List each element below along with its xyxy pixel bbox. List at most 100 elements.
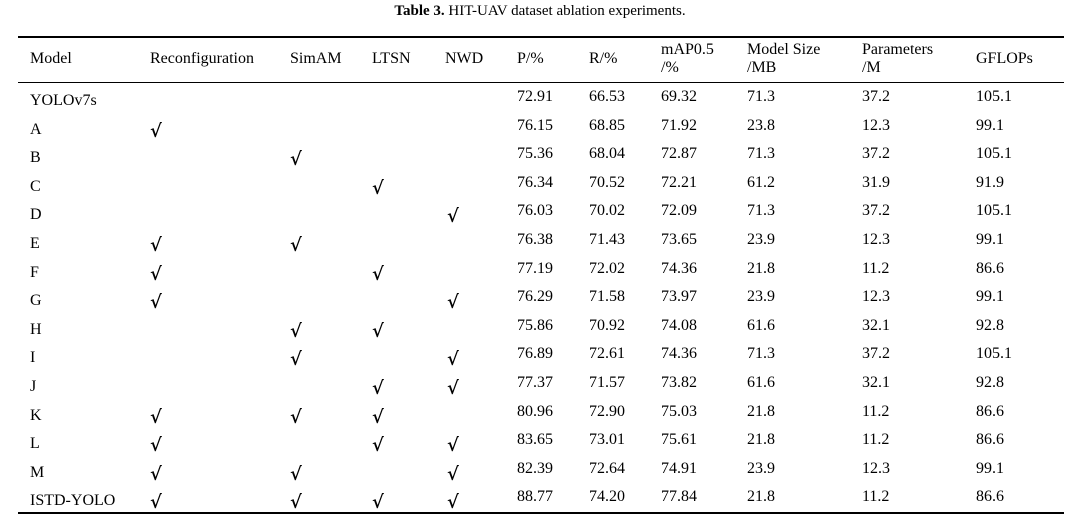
header-nwd: NWD <box>445 50 483 68</box>
cell-r: 68.04 <box>589 145 625 163</box>
cell-p: 75.86 <box>517 316 553 334</box>
check-reconf: √ <box>150 263 162 285</box>
cell-model: A <box>30 120 42 138</box>
cell-r: 70.52 <box>589 173 625 191</box>
cell-size: 71.3 <box>747 202 775 220</box>
cell-size: 61.2 <box>747 173 775 191</box>
cell-model: L <box>30 435 40 453</box>
check-simam: √ <box>290 235 302 256</box>
cell-map: 72.87 <box>661 145 697 163</box>
cell-map: 72.09 <box>661 202 697 220</box>
cell-map: 74.08 <box>661 316 697 334</box>
cell-p: 75.36 <box>517 145 553 163</box>
cell-map: 72.21 <box>661 173 697 191</box>
header-gflops-line1: GFLOPs <box>976 50 1033 67</box>
check-ltsn: √ <box>372 263 384 285</box>
cell-p: 80.96 <box>517 402 553 420</box>
cell-r: 71.43 <box>589 231 625 248</box>
cell-model: H <box>30 320 42 338</box>
check-ltsn: √ <box>372 435 384 457</box>
cell-gflops: 105.1 <box>976 88 1012 105</box>
cell-params: 32.1 <box>862 374 890 391</box>
check-simam: √ <box>290 349 302 371</box>
cell-gflops: 105.1 <box>976 345 1012 363</box>
check-nwd: √ <box>447 463 459 485</box>
header-ltsn-line1: LTSN <box>372 50 411 67</box>
cell-model: G <box>30 292 42 310</box>
cell-r: 72.90 <box>589 402 625 420</box>
header-reconf: Reconfiguration <box>150 50 254 68</box>
header-size: Model Size/MB <box>747 41 820 77</box>
check-ltsn: √ <box>372 320 384 342</box>
cell-map: 75.03 <box>661 402 697 420</box>
check-reconf: √ <box>150 120 162 142</box>
table-header-rule <box>18 82 1064 83</box>
cell-gflops: 105.1 <box>976 145 1012 163</box>
check-ltsn: √ <box>372 177 384 199</box>
cell-r: 71.57 <box>589 374 625 391</box>
cell-size: 21.8 <box>747 431 775 449</box>
cell-map: 75.61 <box>661 431 697 449</box>
cell-gflops: 92.8 <box>976 316 1004 334</box>
cell-size: 21.8 <box>747 402 775 420</box>
cell-model: D <box>30 206 42 224</box>
check-reconf: √ <box>150 492 162 514</box>
check-reconf: √ <box>150 292 162 314</box>
cell-params: 12.3 <box>862 116 890 134</box>
header-model: Model <box>30 50 72 68</box>
cell-gflops: 86.6 <box>976 431 1004 449</box>
cell-params: 37.2 <box>862 202 890 220</box>
cell-map: 74.91 <box>661 459 697 477</box>
cell-map: 74.36 <box>661 345 697 363</box>
header-size-line2: /MB <box>747 59 777 76</box>
cell-p: 83.65 <box>517 431 553 449</box>
check-ltsn: √ <box>372 406 384 428</box>
check-ltsn: √ <box>372 492 384 514</box>
cell-params: 37.2 <box>862 145 890 163</box>
cell-r: 70.92 <box>589 316 625 334</box>
cell-r: 70.02 <box>589 202 625 220</box>
cell-r: 68.85 <box>589 116 625 134</box>
cell-model: ISTD-YOLO <box>30 492 116 510</box>
cell-r: 71.58 <box>589 288 625 306</box>
cell-size: 71.3 <box>747 145 775 163</box>
cell-gflops: 105.1 <box>976 202 1012 220</box>
cell-p: 76.38 <box>517 231 553 248</box>
cell-p: 76.03 <box>517 202 553 220</box>
cell-model: B <box>30 149 41 167</box>
cell-model: I <box>30 349 36 367</box>
cell-map: 71.92 <box>661 116 697 134</box>
cell-params: 11.2 <box>862 431 890 449</box>
cell-map: 69.32 <box>661 88 697 105</box>
cell-size: 23.9 <box>747 288 775 306</box>
check-nwd: √ <box>447 206 459 228</box>
check-nwd: √ <box>447 492 459 514</box>
check-reconf: √ <box>150 406 162 428</box>
cell-size: 23.9 <box>747 459 775 477</box>
cell-size: 61.6 <box>747 374 775 391</box>
cell-gflops: 99.1 <box>976 288 1004 306</box>
check-simam: √ <box>290 463 302 485</box>
cell-gflops: 86.6 <box>976 259 1004 277</box>
check-nwd: √ <box>447 435 459 457</box>
cell-p: 76.29 <box>517 288 553 306</box>
cell-r: 73.01 <box>589 431 625 449</box>
cell-params: 37.2 <box>862 345 890 363</box>
cell-params: 11.2 <box>862 259 890 277</box>
cell-gflops: 99.1 <box>976 231 1004 248</box>
check-simam: √ <box>290 406 302 428</box>
cell-p: 77.37 <box>517 374 553 391</box>
table-bottom-rule <box>18 512 1064 514</box>
check-nwd: √ <box>447 292 459 314</box>
header-model-line1: Model <box>30 50 72 67</box>
header-params: Parameters/M <box>862 41 933 77</box>
cell-gflops: 86.6 <box>976 402 1004 420</box>
check-nwd: √ <box>447 378 459 399</box>
header-r: R/% <box>589 50 617 68</box>
cell-p: 76.15 <box>517 116 553 134</box>
header-gflops: GFLOPs <box>976 50 1033 68</box>
cell-gflops: 92.8 <box>976 374 1004 391</box>
cell-size: 71.3 <box>747 345 775 363</box>
cell-map: 77.84 <box>661 488 697 506</box>
cell-map: 73.97 <box>661 288 697 306</box>
